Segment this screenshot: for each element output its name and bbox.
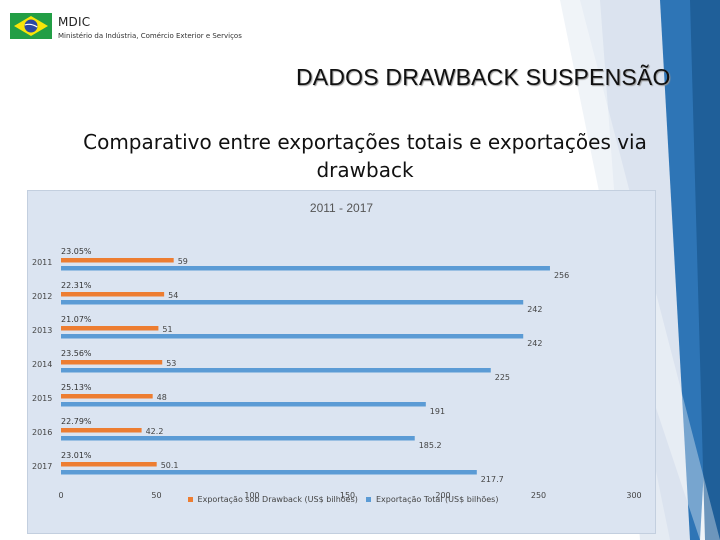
drawback-bar-2015 — [61, 394, 153, 399]
total-value-2017: 217.7 — [480, 475, 504, 484]
total-value-2013: 242 — [527, 339, 543, 348]
x-tick-50: 50 — [151, 491, 162, 500]
year-label-2016: 2016 — [32, 428, 53, 437]
drawback-bar-2017 — [61, 462, 157, 467]
x-tick-100: 100 — [244, 491, 260, 500]
x-tick-300: 300 — [626, 491, 642, 500]
drawback-value-2017: 50.1 — [160, 461, 179, 470]
total-bar-2011 — [61, 266, 550, 271]
legend-swatch-drawback — [188, 497, 193, 502]
legend-swatch-total — [366, 497, 372, 502]
legend-item-total: Exportação Total (US$ bilhões) — [366, 495, 498, 504]
drawback-value-2014: 53 — [166, 359, 177, 368]
drawback-bar-2016 — [61, 428, 142, 433]
share-label-2013: 21.07% — [61, 315, 92, 324]
x-tick-0: 0 — [58, 491, 64, 500]
year-label-2017: 2017 — [32, 462, 53, 471]
drawback-bar-2011 — [61, 258, 174, 263]
drawback-bar-2013 — [61, 326, 159, 331]
drawback-value-2012: 54 — [168, 291, 179, 300]
chart-legend: Exportação sob Drawback (US$ bilhões) Ex… — [188, 495, 504, 504]
legend-item-drawback: Exportação sob Drawback (US$ bilhões) — [188, 495, 358, 504]
ministry-full-name: Ministério da Indústria, Comércio Exteri… — [58, 32, 242, 40]
legend-label-drawback: Exportação sob Drawback (US$ bilhões) — [197, 495, 358, 504]
legend-label-total: Exportação Total (US$ bilhões) — [376, 495, 499, 504]
total-value-2015: 191 — [429, 407, 446, 416]
total-bar-2014 — [61, 368, 491, 373]
year-label-2014: 2014 — [32, 360, 53, 369]
year-label-2012: 2012 — [32, 292, 53, 301]
total-bar-2013 — [61, 334, 524, 339]
bar-chart — [61, 258, 550, 475]
total-value-2012: 242 — [527, 305, 543, 314]
share-label-2011: 23.05% — [61, 247, 92, 256]
total-bar-2015 — [61, 402, 426, 407]
chart-subtitle: Comparativo entre exportações totais e e… — [20, 128, 710, 184]
chart-panel: 2011 - 2017 Exportação sob Drawback (US$… — [27, 190, 656, 534]
drawback-value-2015: 48 — [156, 393, 167, 402]
share-label-2012: 22.31% — [61, 281, 92, 290]
drawback-value-2013: 51 — [162, 325, 173, 334]
drawback-value-2016: 42.2 — [145, 427, 164, 436]
x-tick-200: 200 — [435, 491, 451, 500]
total-bar-2012 — [61, 300, 524, 305]
x-tick-150: 150 — [339, 491, 356, 500]
drawback-bar-2014 — [61, 360, 163, 365]
total-bar-2017 — [61, 470, 477, 475]
total-bar-2016 — [61, 436, 415, 441]
ministry-abbreviation: MDIC — [58, 15, 91, 29]
share-label-2017: 23.01% — [61, 451, 92, 460]
total-value-2014: 225 — [494, 373, 511, 382]
x-tick-250: 250 — [530, 491, 547, 500]
drawback-value-2011: 59 — [177, 257, 188, 266]
drawback-bar-2012 — [61, 292, 165, 297]
slide-title: DADOS DRAWBACK SUSPENSÃO — [296, 64, 671, 90]
year-label-2013: 2013 — [32, 326, 53, 335]
total-value-2016: 185.2 — [418, 441, 442, 450]
subtitle-line-2: drawback — [316, 158, 414, 182]
share-label-2016: 22.79% — [61, 417, 92, 426]
subtitle-line-1: Comparativo entre exportações totais e e… — [83, 130, 647, 154]
year-label-2011: 2011 — [32, 258, 53, 267]
share-label-2015: 25.13% — [61, 383, 92, 392]
total-value-2011: 256 — [553, 271, 570, 280]
chart-title: 2011 - 2017 — [309, 201, 374, 215]
year-label-2015: 2015 — [32, 394, 53, 403]
share-label-2014: 23.56% — [61, 349, 92, 358]
brazil-flag-icon — [10, 13, 52, 39]
